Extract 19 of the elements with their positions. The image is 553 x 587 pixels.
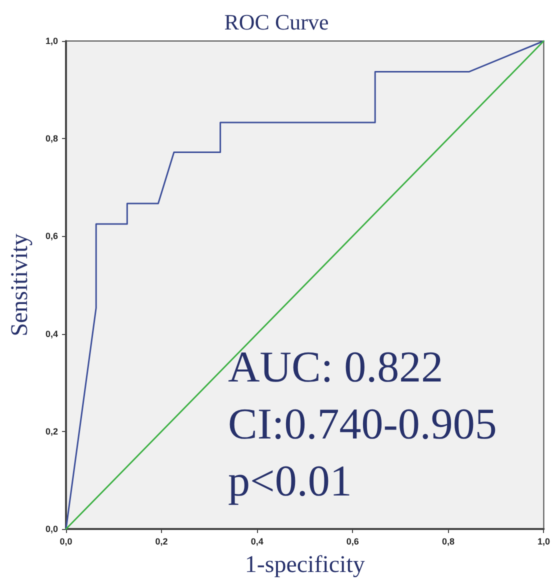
y-tick-label: 1,0	[45, 36, 58, 46]
y-axis-title: Sensitivity	[7, 234, 33, 336]
x-tick-label: 0,4	[250, 536, 264, 546]
x-tick-label: 0,2	[155, 536, 168, 546]
x-tick-label: 1,0	[537, 536, 550, 546]
chart-title: ROC Curve	[224, 10, 329, 34]
line-series	[65, 40, 544, 530]
y-tick-label: 0,8	[45, 134, 58, 144]
annotation: CI:0.740-0.905	[228, 400, 497, 448]
x-axis-title: 1-specificity	[244, 552, 365, 578]
annotation: p<0.01	[228, 456, 352, 506]
x-tick-label: 0,8	[442, 536, 454, 546]
annotation: AUC: 0.822	[228, 342, 444, 392]
y-tick-label: 0,6	[45, 231, 58, 242]
y-tick-label: 0,0	[45, 524, 58, 534]
y-tick-label: 0,2	[45, 426, 58, 436]
x-tick-label: 0,0	[60, 536, 72, 546]
y-tick-label: 0,4	[45, 328, 58, 339]
x-tick-label: 0,6	[346, 536, 359, 546]
